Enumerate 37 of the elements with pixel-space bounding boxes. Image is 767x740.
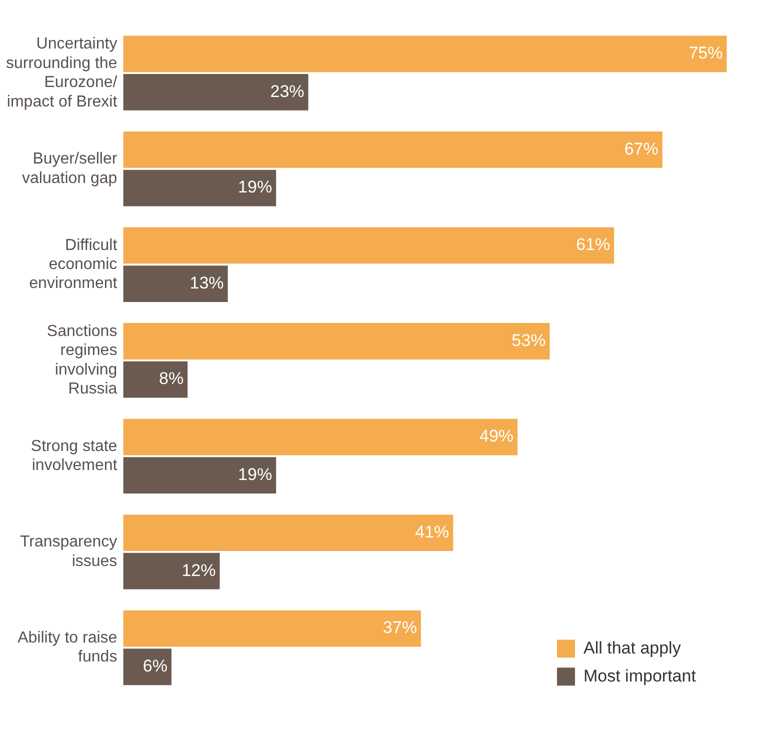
bar <box>123 457 276 494</box>
bar <box>123 552 220 590</box>
bar <box>123 227 614 264</box>
bar <box>123 132 662 168</box>
y-tick-label: Difficult economic environment <box>29 236 118 292</box>
data-label: 19% <box>238 465 272 484</box>
data-label: 61% <box>576 235 610 254</box>
data-label: 53% <box>512 330 546 350</box>
y-tick-label: Sanctions regimes involving Russia <box>46 323 118 398</box>
y-tick-label: Buyer/seller valuation gap <box>22 150 118 187</box>
data-label: 13% <box>190 273 224 292</box>
bar <box>123 74 308 110</box>
bar <box>123 418 518 456</box>
data-label: 49% <box>479 426 514 446</box>
data-label: 75% <box>688 44 723 63</box>
y-tick-label: Ability to raise funds <box>18 630 118 666</box>
bar <box>123 266 228 302</box>
bar <box>123 36 727 72</box>
data-label: 23% <box>270 82 304 101</box>
legend-label: Most important <box>584 666 696 686</box>
bar <box>123 323 550 360</box>
data-label: 6% <box>142 656 168 676</box>
y-tick-label: Transparency issues <box>20 534 118 570</box>
data-label: 37% <box>382 618 417 638</box>
data-label: 8% <box>158 369 184 388</box>
legend-label: All that apply <box>584 638 682 658</box>
data-label: 41% <box>415 522 450 542</box>
bar <box>123 514 454 551</box>
bar <box>123 648 172 686</box>
y-tick-label: Strong state involvement <box>30 438 118 474</box>
y-tick-label: Uncertainty surrounding the Eurozone/ impact of Brexit <box>6 36 118 110</box>
data-label: 67% <box>624 139 658 158</box>
data-label: 19% <box>238 178 272 197</box>
bar <box>123 361 188 398</box>
data-label: 12% <box>182 560 216 580</box>
bar <box>123 170 276 206</box>
bar <box>123 610 421 647</box>
